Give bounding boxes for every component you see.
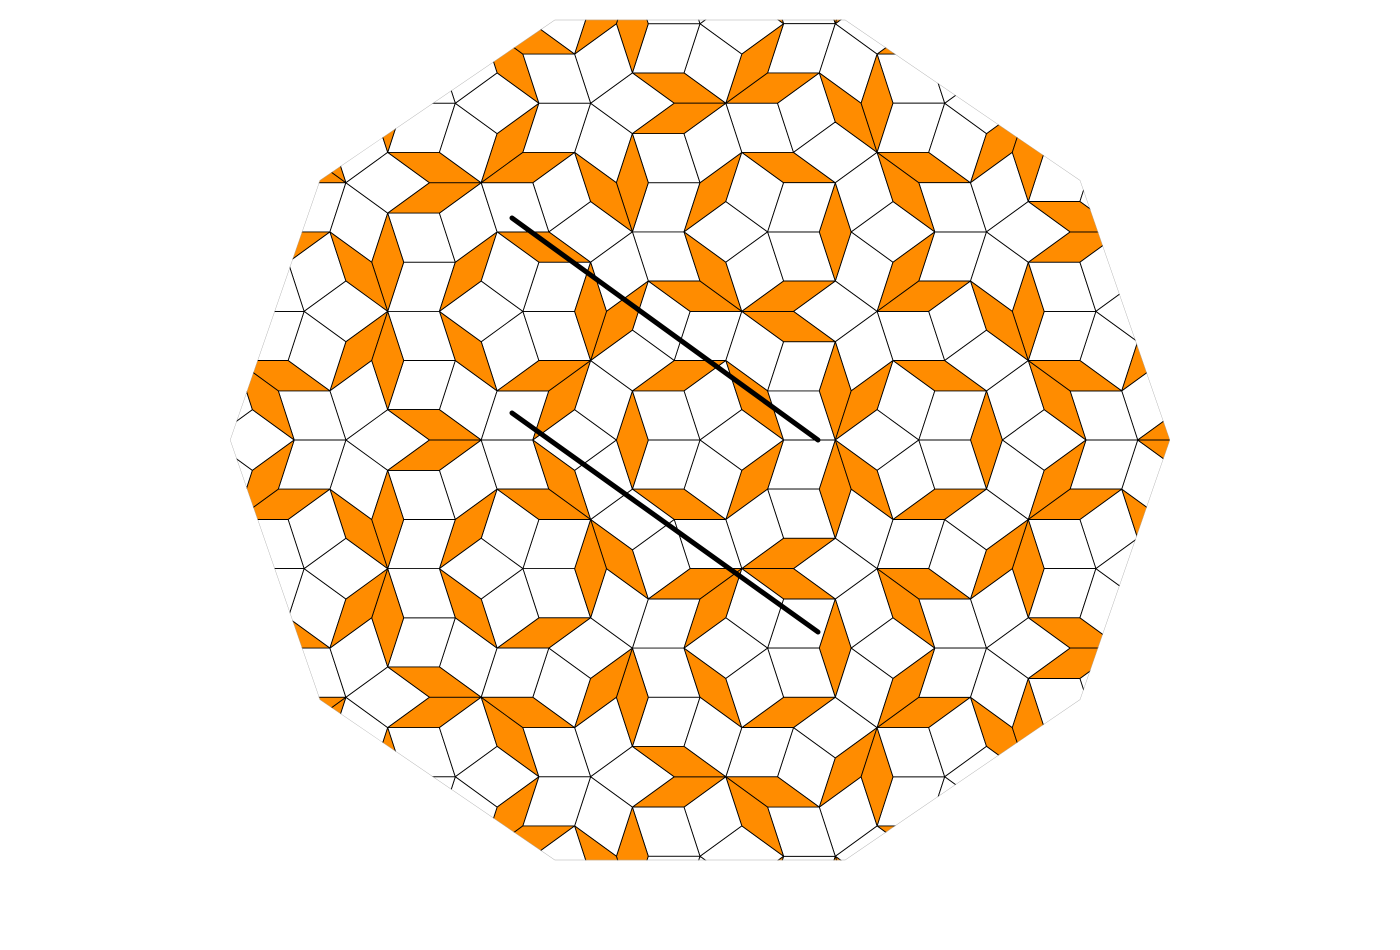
thin-rhomb-tile bbox=[834, 439, 894, 520]
thick-rhomb-tile bbox=[631, 855, 701, 861]
thin-rhomb-tile bbox=[631, 102, 727, 135]
highlight-lines bbox=[509, 215, 821, 635]
thick-rhomb-tile bbox=[438, 537, 524, 600]
thick-rhomb-tile bbox=[767, 182, 836, 233]
thin-rhomb-tile bbox=[480, 151, 576, 184]
thin-rhomb-tile bbox=[574, 825, 633, 861]
thin-rhomb-tile bbox=[876, 151, 936, 233]
thick-rhomb-tile bbox=[631, 19, 701, 25]
thick-rhomb-tile bbox=[480, 231, 540, 312]
highlight-line-2 bbox=[509, 410, 821, 635]
thin-rhomb-tile bbox=[480, 696, 576, 729]
thin-rhomb-tile bbox=[631, 745, 727, 778]
highlight-line-1 bbox=[509, 215, 821, 443]
thin-rhomb-tile bbox=[574, 261, 607, 361]
thin-rhomb-tile bbox=[683, 568, 743, 649]
thick-rhomb-tile bbox=[725, 647, 785, 729]
thin-rhomb-tile bbox=[876, 647, 936, 729]
thin-rhomb-tile bbox=[371, 310, 405, 411]
thick-rhomb-tile bbox=[918, 439, 987, 490]
tiling-boundary bbox=[230, 19, 1170, 861]
thin-rhomb-tile bbox=[741, 280, 836, 312]
thick-rhomb-tile bbox=[631, 390, 701, 441]
thin-rhomb-tile bbox=[970, 519, 1029, 600]
thin-rhomb-tile bbox=[496, 488, 592, 520]
thin-rhomb-tile bbox=[371, 469, 405, 570]
thin-rhomb-tile bbox=[574, 19, 633, 55]
thin-rhomb-tile bbox=[970, 280, 1029, 361]
